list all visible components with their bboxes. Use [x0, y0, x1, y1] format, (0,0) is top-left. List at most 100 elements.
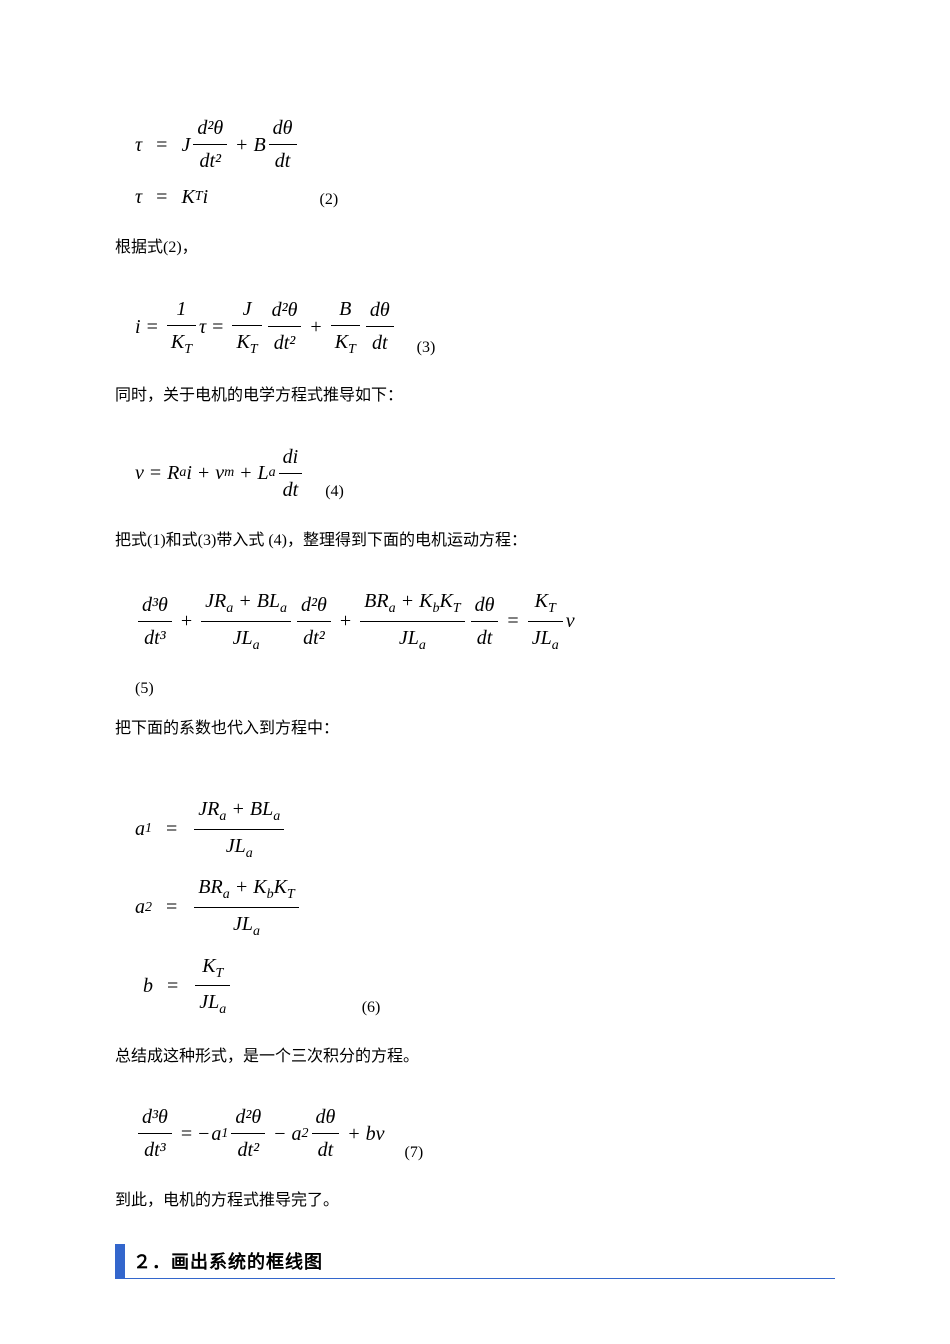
eq5-t3n-br: BR: [364, 590, 388, 612]
section-heading-2: ２．画出系统的框线图: [115, 1244, 835, 1279]
eq6-b-op: =: [167, 972, 178, 1000]
eq6-a1-op: =: [166, 815, 177, 843]
eq5-t1-num: d³θ: [138, 591, 172, 622]
eq5-v: v: [566, 607, 575, 635]
eq3-f2-num: J: [232, 295, 261, 326]
eq7-minus: −: [274, 1120, 285, 1148]
eq5-t3n-k2: K: [439, 590, 452, 612]
eq6-a1d-jl: JL: [226, 835, 246, 857]
eq4-eq: =: [150, 459, 161, 487]
eq5-t3n-t: T: [453, 601, 461, 616]
eq5-t2n-bl: + BL: [233, 590, 280, 612]
eq6-bn-k: K: [202, 955, 215, 977]
eq7-bv: bv: [366, 1120, 385, 1148]
eq3-plus: +: [310, 313, 321, 341]
prose-6: 到此，电机的方程式推导完了。: [115, 1188, 835, 1214]
eq2-i: i: [203, 183, 209, 211]
eq6-a2-sub: 2: [145, 898, 152, 918]
eq3-f3-k: K: [335, 331, 348, 353]
eq5-rhs-a: a: [552, 638, 559, 653]
equation-6: a1 = JRa + BLa JLa a2 = BRa + KbKT JLa b…: [135, 791, 835, 1024]
prose-5: 总结成这种形式，是一个三次积分的方程。: [115, 1044, 835, 1070]
eq7-a2-sub: 2: [302, 1124, 309, 1144]
eq7-plus: +: [348, 1120, 359, 1148]
eq3-i: i: [135, 313, 141, 341]
equation-5: d³θ dt³ + JRa + BLa JLa d²θ dt² + BRa + …: [135, 583, 835, 659]
eq4-i1: i: [186, 459, 192, 487]
eq6-a2d-jl: JL: [233, 913, 253, 935]
prose-3: 把式(1)和式(3)带入式 (4)，整理得到下面的电机运动方程：: [115, 528, 835, 554]
eq3-d2-den: dt²: [268, 327, 302, 357]
eq5-t2-d-num: d²θ: [297, 591, 331, 622]
eq2-lhs1: τ: [135, 131, 142, 159]
eq6-a1d-a: a: [246, 846, 253, 861]
eq2-number: (2): [320, 189, 339, 215]
eq7-d2-den: dt²: [231, 1134, 265, 1164]
eq2-plus: +: [236, 131, 247, 159]
eq7-lhs-num: d³θ: [138, 1103, 172, 1134]
heading-number: ２．: [133, 1252, 171, 1272]
eq6-a1n-jr: JR: [198, 798, 219, 820]
eq3-eq2: =: [212, 313, 223, 341]
equation-7: d³θ dt³ = − a1 d²θ dt² − a2 dθ dt + bv (…: [135, 1099, 835, 1168]
eq6-a2n-br: BR: [198, 876, 222, 898]
eq3-f2-sub: T: [250, 342, 258, 357]
eq5-t3d-a: a: [419, 638, 426, 653]
eq5-t3n-a: a: [389, 601, 396, 616]
equation-3: i = 1 KT τ = J KT d²θ dt² + B KT dθ dt (…: [135, 291, 835, 364]
eq4-vm: v: [215, 459, 224, 487]
eq2-d1-num: dθ: [269, 114, 297, 145]
eq4-r: R: [167, 459, 179, 487]
eq5-t3d-jl: JL: [399, 627, 419, 649]
eq3-d1-num: dθ: [366, 296, 394, 327]
heading-title: 画出系统的框线图: [171, 1252, 323, 1272]
equation-2: τ = J d²θ dt² + B dθ dt τ = KTi (2): [135, 110, 835, 215]
eq6-a2n-b: b: [267, 887, 274, 902]
eq2-d2-den: dt²: [193, 145, 227, 175]
eq6-b: b: [135, 972, 153, 1000]
eq3-f1-sub: T: [184, 342, 192, 357]
eq4-r-sub: a: [179, 463, 186, 483]
eq2-d2-num: d²θ: [193, 114, 227, 145]
eq7-eq: =: [181, 1120, 192, 1148]
eq7-d2-num: d²θ: [231, 1103, 265, 1134]
eq6-number: (6): [362, 997, 381, 1023]
eq5-plus1: +: [181, 607, 192, 635]
eq6-a2-op: =: [166, 893, 177, 921]
eq4-number: (4): [325, 481, 344, 507]
eq2-coef-b: B: [253, 131, 265, 159]
eq3-f3-num: B: [331, 295, 360, 326]
eq3-tau: τ: [199, 313, 206, 341]
eq4-vm-sub: m: [224, 463, 234, 483]
eq6-a2d-a: a: [253, 924, 260, 939]
eq4-la: L: [258, 459, 269, 487]
eq7-a1: a: [211, 1120, 221, 1148]
eq6-a2: a: [135, 893, 145, 921]
eq3-number: (3): [417, 337, 436, 363]
eq3-d1-den: dt: [366, 327, 394, 357]
prose-1: 根据式(2)，: [115, 235, 835, 261]
eq6-a1n-a2: a: [273, 809, 280, 824]
eq5-t2n-jr: JR: [205, 590, 226, 612]
eq7-neg: −: [198, 1120, 209, 1148]
eq5-eq: =: [507, 607, 518, 635]
eq4-la-sub: a: [269, 463, 276, 483]
eq3-f1-num: 1: [167, 295, 196, 326]
eq5-t1-den: dt³: [138, 622, 172, 652]
eq3-eq1: =: [147, 313, 158, 341]
eq5-rhs-sub: T: [548, 601, 556, 616]
equation-4: v = Rai + vm + La di dt (4): [135, 439, 835, 508]
eq6-a2n-kb: + K: [230, 876, 267, 898]
eq6-bn-t: T: [216, 966, 224, 981]
eq2-coef-j: J: [181, 131, 190, 159]
eq6-a2n-t: T: [287, 887, 295, 902]
eq2-kt-k: K: [181, 183, 194, 211]
eq5-t3n-plus: + K: [396, 590, 433, 612]
eq4-plus2: +: [240, 459, 251, 487]
eq7-a2: a: [292, 1120, 302, 1148]
eq2-lhs2: τ: [135, 183, 142, 211]
eq5-rhs-k: K: [535, 590, 548, 612]
eq5-t3-d-num: dθ: [471, 591, 499, 622]
eq5-t2d-a: a: [253, 638, 260, 653]
eq5-rhs-jl: JL: [532, 627, 552, 649]
